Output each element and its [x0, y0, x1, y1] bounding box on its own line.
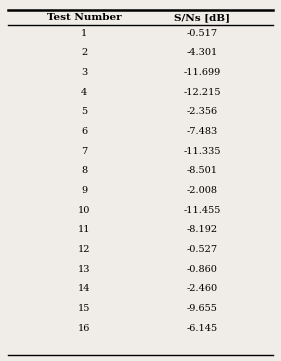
- Text: -8.192: -8.192: [187, 226, 218, 234]
- Text: -11.335: -11.335: [183, 147, 221, 156]
- Text: 1: 1: [81, 29, 87, 38]
- Text: 13: 13: [78, 265, 90, 274]
- Text: 6: 6: [81, 127, 87, 136]
- Text: 4: 4: [81, 88, 87, 97]
- Text: -9.655: -9.655: [187, 304, 218, 313]
- Text: -2.460: -2.460: [187, 284, 218, 293]
- Text: 5: 5: [81, 108, 87, 116]
- Text: 15: 15: [78, 304, 90, 313]
- Text: 10: 10: [78, 206, 90, 215]
- Text: 12: 12: [78, 245, 90, 254]
- Text: -0.860: -0.860: [187, 265, 218, 274]
- Text: -0.527: -0.527: [187, 245, 218, 254]
- Text: -0.517: -0.517: [187, 29, 218, 38]
- Text: -11.699: -11.699: [184, 68, 221, 77]
- Text: 9: 9: [81, 186, 87, 195]
- Text: S/Ns [dB]: S/Ns [dB]: [174, 13, 230, 22]
- Text: -4.301: -4.301: [187, 48, 218, 57]
- Text: -2.356: -2.356: [187, 108, 218, 116]
- Text: 8: 8: [81, 166, 87, 175]
- Text: -7.483: -7.483: [187, 127, 218, 136]
- Text: 11: 11: [78, 226, 90, 234]
- Text: -6.145: -6.145: [187, 324, 218, 333]
- Text: Test Number: Test Number: [47, 13, 122, 22]
- Text: -2.008: -2.008: [187, 186, 218, 195]
- Text: 7: 7: [81, 147, 87, 156]
- Text: 2: 2: [81, 48, 87, 57]
- Text: -8.501: -8.501: [187, 166, 218, 175]
- Text: 3: 3: [81, 68, 87, 77]
- Text: -11.455: -11.455: [183, 206, 221, 215]
- Text: 16: 16: [78, 324, 90, 333]
- Text: 14: 14: [78, 284, 90, 293]
- Text: -12.215: -12.215: [183, 88, 221, 97]
